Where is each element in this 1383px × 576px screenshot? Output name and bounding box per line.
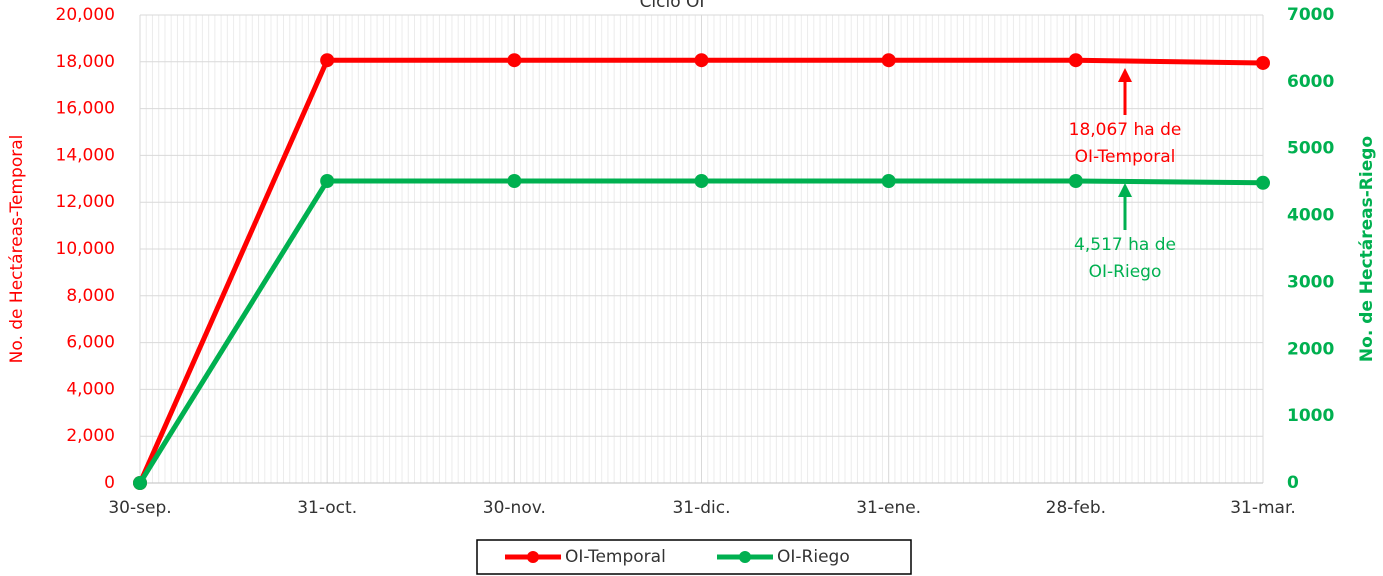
data-point	[1068, 174, 1083, 189]
y-tick-label: 6,000	[66, 333, 115, 353]
annotation-text: 18,067 ha de	[1069, 120, 1182, 140]
x-tick-label: 31-mar.	[1230, 498, 1296, 518]
x-tick-label: 31-ene.	[856, 498, 921, 518]
annotation-arrowhead	[1118, 68, 1132, 82]
x-tick-label: 30-nov.	[483, 498, 546, 518]
y2-tick-label: 0	[1287, 473, 1299, 493]
data-point	[694, 174, 709, 189]
y-axis-label: No. de Hectáreas-Temporal	[7, 135, 27, 364]
annotation-text: OI-Temporal	[1075, 147, 1176, 167]
x-tick-label: 31-dic.	[672, 498, 730, 518]
y2-tick-label: 4000	[1287, 206, 1334, 226]
data-point	[507, 174, 522, 189]
y-tick-label: 14,000	[56, 145, 115, 165]
y-tick-label: 0	[104, 473, 115, 493]
data-point	[881, 174, 896, 189]
data-point	[1256, 55, 1270, 70]
data-point	[320, 53, 335, 68]
x-tick-label: 30-sep.	[108, 498, 171, 518]
y-tick-label: 20,000	[56, 5, 115, 25]
y-tick-label: 4,000	[66, 379, 115, 399]
x-tick-label: 28-feb.	[1046, 498, 1106, 518]
data-point	[507, 53, 522, 68]
legend-marker	[739, 551, 751, 563]
data-point	[881, 53, 896, 68]
y2-tick-label: 5000	[1287, 139, 1334, 159]
annotation-arrowhead	[1118, 183, 1132, 197]
y-tick-label: 8,000	[66, 286, 115, 306]
y2-tick-label: 7000	[1287, 5, 1334, 25]
data-point	[1068, 53, 1083, 68]
legend-label: OI-Temporal	[565, 547, 666, 567]
data-point	[694, 53, 709, 68]
legend-marker	[527, 551, 539, 563]
y2-tick-label: 3000	[1287, 272, 1334, 292]
annotation-text: 4,517 ha de	[1074, 235, 1176, 255]
data-point	[133, 476, 147, 490]
data-point	[320, 174, 335, 189]
y-tick-label: 18,000	[56, 52, 115, 72]
y-tick-label: 16,000	[56, 99, 115, 119]
x-tick-label: 31-oct.	[297, 498, 357, 518]
y2-tick-label: 1000	[1287, 406, 1334, 426]
y2-tick-label: 2000	[1287, 339, 1334, 359]
y2-tick-label: 6000	[1287, 72, 1334, 92]
y-tick-label: 2,000	[66, 426, 115, 446]
annotation-text: OI-Riego	[1089, 262, 1162, 282]
y-tick-label: 12,000	[56, 192, 115, 212]
y-tick-label: 10,000	[56, 239, 115, 259]
data-point	[1256, 175, 1270, 190]
legend-label: OI-Riego	[777, 547, 850, 567]
y2-axis-label: No. de Hectáreas-Riego	[1357, 136, 1377, 362]
chart-title: Ciclo OI	[640, 0, 705, 12]
